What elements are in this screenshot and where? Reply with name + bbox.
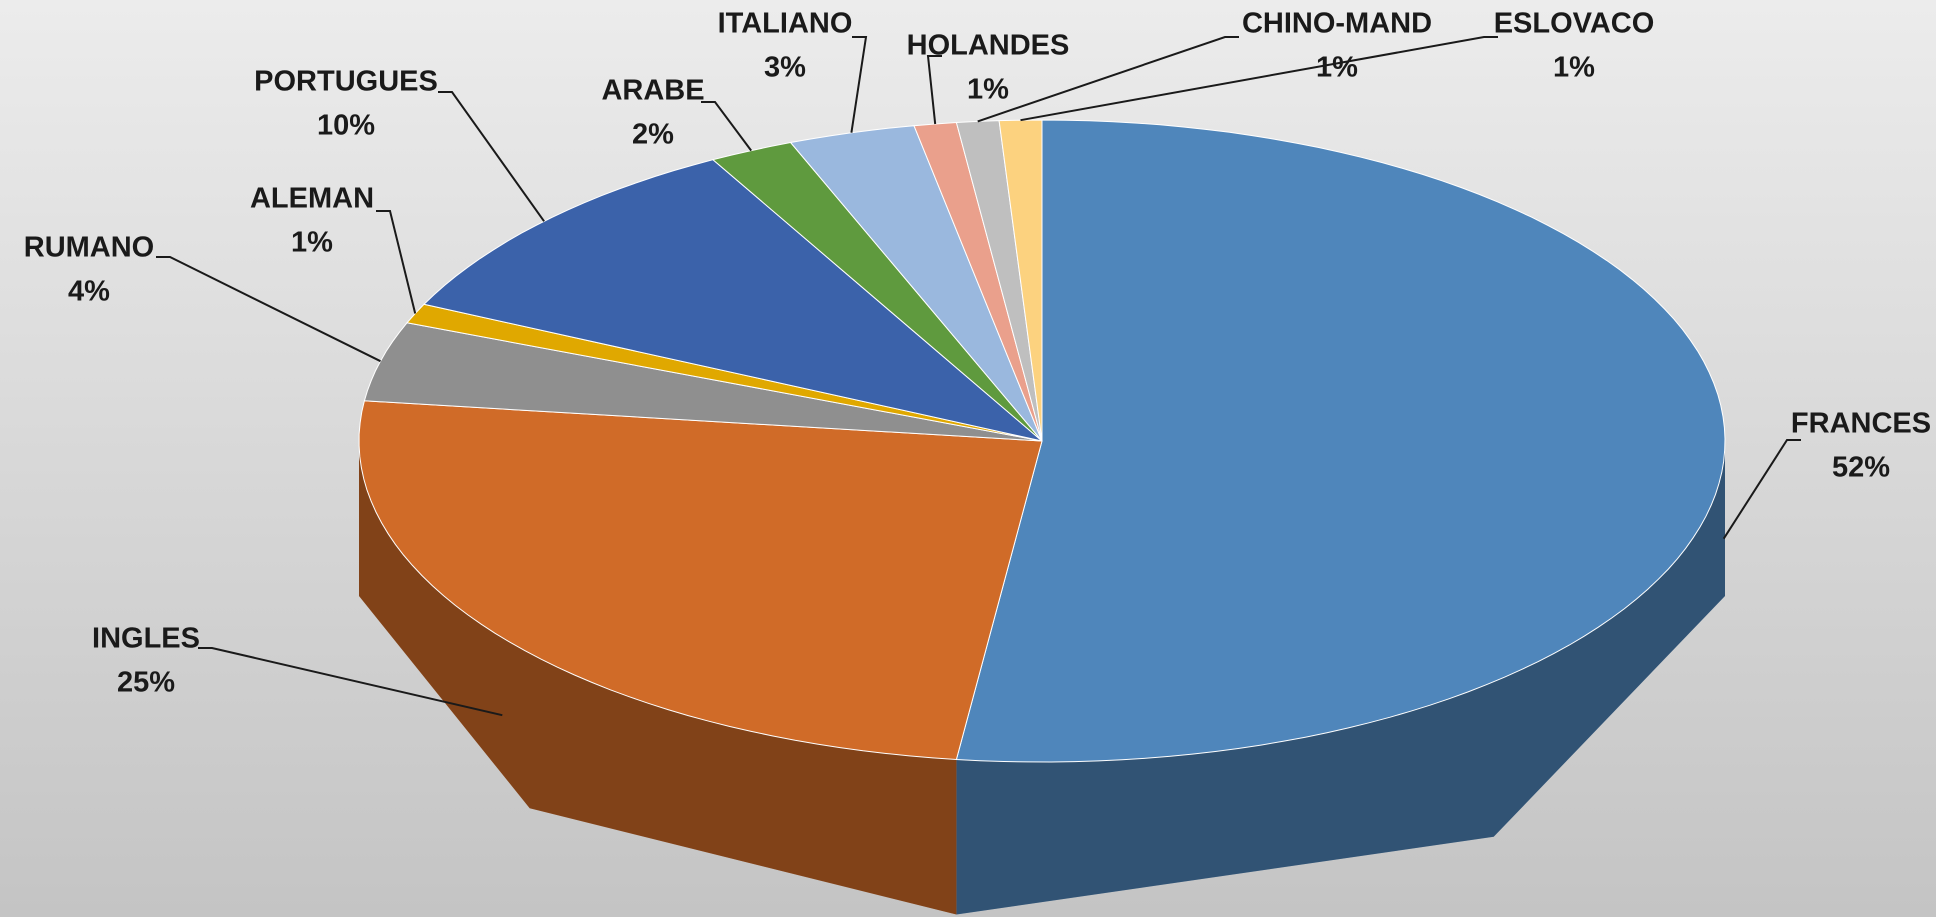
data-label-name: FRANCES [1791, 408, 1931, 440]
leader-line [198, 647, 503, 717]
slice [955, 119, 1726, 763]
slice-side [956, 441, 1725, 915]
data-label-name: ITALIANO [718, 8, 853, 40]
data-label-value: 1% [291, 227, 333, 259]
data-label-value: 52% [1832, 452, 1890, 484]
data-label-name: RUMANO [24, 232, 155, 264]
data-label-value: 2% [632, 119, 674, 151]
leader-line [926, 55, 942, 125]
slice [358, 400, 1043, 761]
leader-line [438, 91, 545, 222]
leader-line [977, 36, 1239, 123]
leader-line [701, 101, 753, 152]
data-label-name: ESLOVACO [1494, 8, 1655, 40]
data-label-name: INGLES [92, 623, 200, 655]
slice-side-shade [956, 441, 1725, 915]
data-label-value: 3% [764, 52, 806, 84]
slice-side-shade [359, 441, 957, 915]
slice-side [359, 441, 957, 915]
data-label-name: CHINO-MAND [1242, 8, 1432, 40]
data-label-name: HOLANDES [907, 30, 1070, 62]
data-label-name: PORTUGUES [254, 66, 438, 98]
data-label-value: 1% [967, 74, 1009, 106]
leader-line [376, 210, 417, 314]
leader-line [850, 36, 868, 133]
leader-line [1020, 36, 1498, 122]
leader-line [1722, 439, 1801, 540]
slice [422, 159, 1043, 442]
data-label-value: 10% [317, 110, 375, 142]
leader-line [156, 256, 381, 363]
data-label-name: ALEMAN [250, 183, 374, 215]
data-label-value: 4% [68, 276, 110, 308]
data-label-value: 25% [117, 667, 175, 699]
data-label-name: ARABE [601, 75, 704, 107]
data-label-value: 1% [1553, 52, 1595, 84]
data-label-value: 1% [1316, 52, 1358, 84]
